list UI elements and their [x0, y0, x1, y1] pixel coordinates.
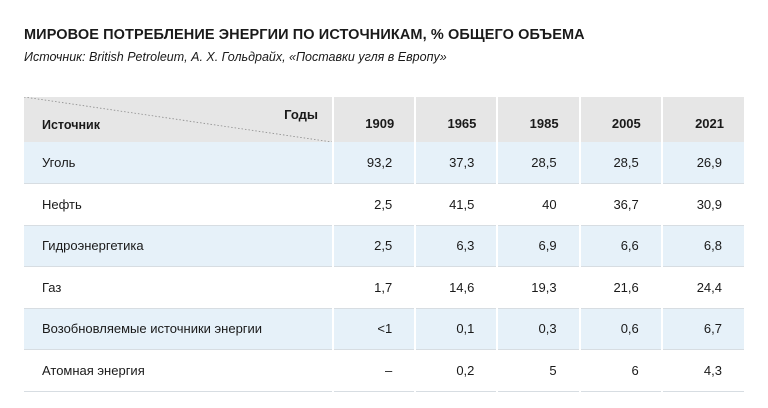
year-header: 1909: [333, 97, 417, 142]
source-note: Источник: British Petroleum, А. Х. Гольд…: [24, 50, 447, 64]
value-cell: 1,7: [333, 266, 417, 308]
source-column-label: Источник: [42, 118, 100, 132]
source-name: Уголь: [24, 142, 335, 184]
value-cell: 36,7: [579, 183, 663, 225]
value-cell: 24,4: [696, 279, 722, 295]
value-cell: 41,5: [415, 183, 499, 225]
value-cell: 26,9: [696, 155, 722, 170]
value-cell: 2,5: [333, 225, 417, 267]
year-header: 2005: [579, 97, 663, 142]
value-cell: <1: [333, 308, 417, 350]
table-row: Гидроэнергетика 2,5 6,3 6,9 6,6 6,8: [24, 225, 744, 267]
value-cell: 5: [497, 349, 581, 391]
value-cell: 4,3: [703, 362, 722, 378]
source-name: Атомная энергия: [24, 349, 335, 391]
value-cell: 6,7: [703, 321, 722, 337]
year-header: 2021: [695, 116, 724, 131]
value-cell: 6,6: [579, 225, 663, 267]
value-cell: 37,3: [415, 142, 499, 184]
table-row: Уголь 93,2 37,3 28,5 28,5 26,9: [24, 142, 744, 184]
value-cell: 0,2: [415, 349, 499, 391]
source-name: Нефть: [24, 183, 335, 225]
page-title: МИРОВОЕ ПОТРЕБЛЕНИЕ ЭНЕРГИИ ПО ИСТОЧНИКА…: [24, 27, 585, 43]
source-name: Возобновляемые источники энергии: [24, 308, 335, 350]
value-cell: 0,3: [497, 308, 581, 350]
table-row: Нефть 2,5 41,5 40 36,7 30,9: [24, 183, 744, 225]
value-cell: 0,1: [415, 308, 499, 350]
value-cell: 28,5: [497, 142, 581, 184]
header-row: Годы Источник 1909 1965 1985 2005 2021: [24, 97, 744, 142]
value-cell: 19,3: [497, 266, 581, 308]
source-name: Газ: [24, 266, 335, 308]
value-cell: 6,3: [415, 225, 499, 267]
year-header: 1965: [415, 97, 499, 142]
year-header: 1985: [497, 97, 581, 142]
source-name: Гидроэнергетика: [24, 225, 335, 267]
value-cell: 30,9: [696, 196, 722, 212]
value-cell: 6,9: [497, 225, 581, 267]
energy-table: Годы Источник 1909 1965 1985 2005 2021 У…: [24, 97, 744, 392]
years-label: Годы: [284, 107, 319, 122]
value-cell: 93,2: [333, 142, 417, 184]
value-cell: 21,6: [579, 266, 663, 308]
diagonal-divider: [24, 97, 333, 142]
table-row: Газ 1,7 14,6 19,3 21,6 24,4: [24, 266, 744, 308]
value-cell: 14,6: [415, 266, 499, 308]
table-row: Атомная энергия – 0,2 5 6 4,3: [24, 349, 744, 391]
value-cell: 40: [497, 183, 581, 225]
table-row: Возобновляемые источники энергии <1 0,1 …: [24, 308, 744, 350]
value-cell: 0,6: [579, 308, 663, 350]
corner-header-cell: Годы Источник: [24, 97, 335, 142]
value-cell: 2,5: [333, 183, 417, 225]
value-cell: 6,8: [703, 238, 722, 254]
value-cell: 6: [579, 349, 663, 391]
value-cell: 28,5: [579, 142, 663, 184]
value-cell: –: [333, 349, 417, 391]
